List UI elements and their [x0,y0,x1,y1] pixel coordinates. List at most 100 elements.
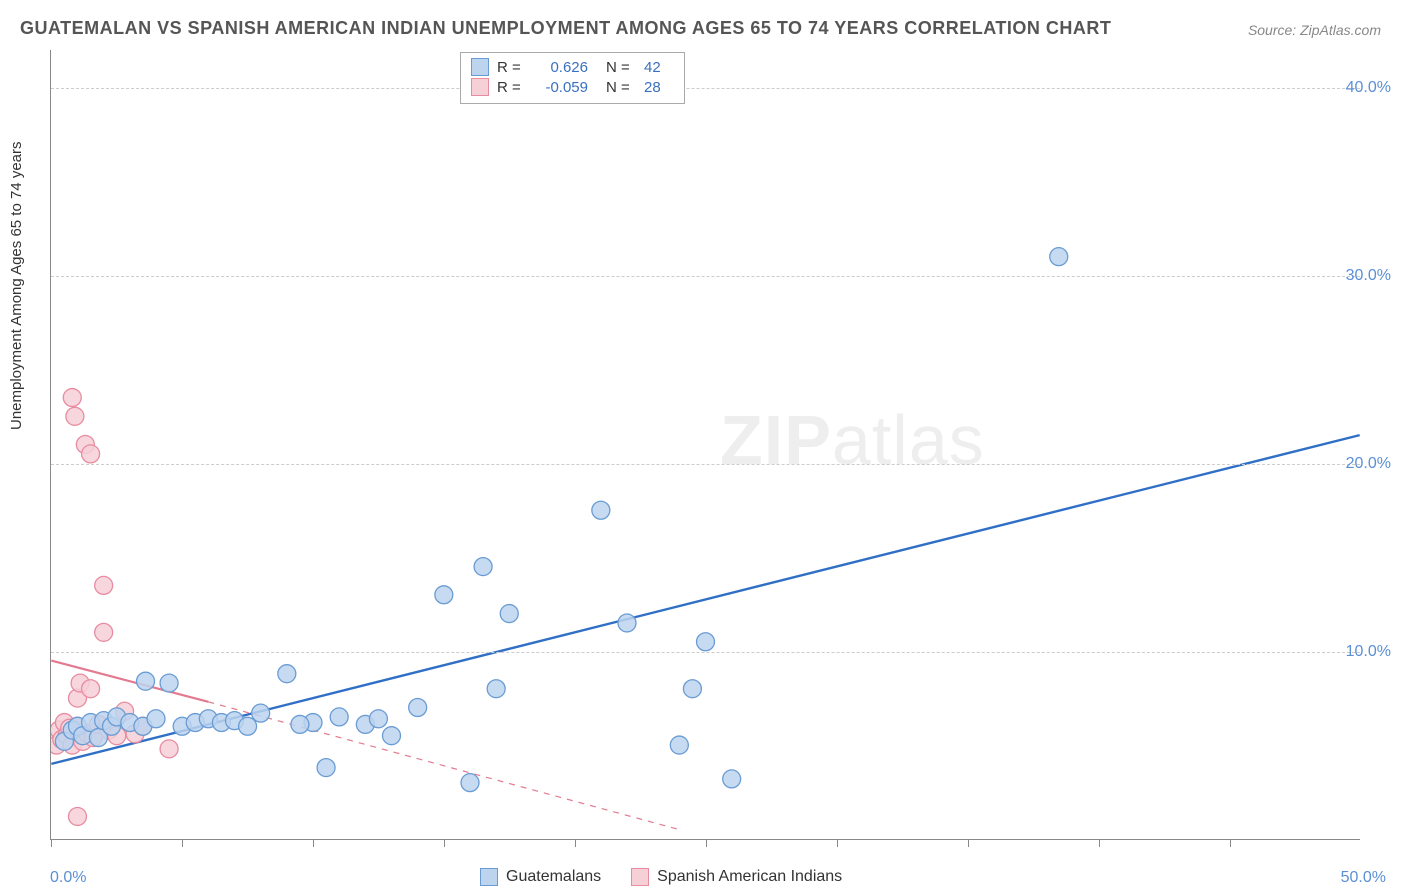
plot-area [50,50,1360,840]
gridline [51,88,1360,89]
data-point [82,680,100,698]
data-point [212,714,230,732]
data-point [108,727,126,745]
x-tick [706,839,707,847]
data-point [134,717,152,735]
data-point [63,389,81,407]
data-point [95,623,113,641]
legend-label: Guatemalans [506,868,601,886]
data-point [89,715,107,733]
y-tick-label: 30.0% [1346,267,1391,285]
regression-line [51,435,1359,764]
data-point [95,712,113,730]
data-point [670,736,688,754]
data-point [304,714,322,732]
series-swatch [480,868,498,886]
legend-label: Spanish American Indians [657,868,842,886]
data-point [84,729,102,747]
x-tick [51,839,52,847]
data-point [74,727,92,745]
data-point [330,708,348,726]
data-point [69,717,87,735]
data-point [239,717,257,735]
correlation-row: R =-0.059N =28 [471,77,674,97]
data-point [500,605,518,623]
data-point [160,674,178,692]
series-swatch [471,58,489,76]
x-tick [182,839,183,847]
gridline [51,276,1360,277]
data-point [103,717,121,735]
data-point [66,407,84,425]
data-point [108,708,126,726]
data-point [82,445,100,463]
legend-item: Spanish American Indians [631,868,842,886]
data-point [61,719,79,737]
data-point [55,732,73,750]
x-tick [1230,839,1231,847]
data-point [618,614,636,632]
r-value: -0.059 [533,79,588,96]
data-point [63,721,81,739]
data-point [683,680,701,698]
y-axis-label: Unemployment Among Ages 65 to 74 years [8,141,25,430]
data-point [69,717,87,735]
data-point [147,710,165,728]
n-value: 28 [644,79,674,96]
y-tick-label: 40.0% [1346,79,1391,97]
data-point [461,774,479,792]
correlation-box: R =0.626N =42R =-0.059N =28 [460,52,685,104]
data-point [409,699,427,717]
data-point [55,714,73,732]
x-tick [1099,839,1100,847]
data-point [134,717,152,735]
data-point [723,770,741,788]
data-point [51,721,68,739]
data-point [79,725,97,743]
regression-line [208,702,679,830]
y-tick-label: 10.0% [1346,643,1391,661]
data-point [697,633,715,651]
x-axis-origin-label: 0.0% [50,869,86,887]
gridline [51,464,1360,465]
data-point [51,736,66,754]
data-point [58,727,76,745]
r-value: 0.626 [533,59,588,76]
r-label: R = [497,79,525,96]
data-point [53,730,71,748]
data-point [226,712,244,730]
data-point [100,721,118,739]
data-point [71,674,89,692]
y-tick-label: 20.0% [1346,455,1391,473]
x-axis-end-label: 50.0% [1341,869,1386,887]
x-tick [968,839,969,847]
x-tick [837,839,838,847]
correlation-row: R = 0.626 N = 42 [471,57,674,77]
data-point [160,740,178,758]
r-label: R = [497,59,525,76]
legend: Guatemalans Spanish American Indians [480,868,842,886]
data-point [121,714,139,732]
data-point [199,710,217,728]
x-tick [444,839,445,847]
gridline [51,652,1360,653]
data-point [592,501,610,519]
data-point [89,729,107,747]
n-label: N = [606,59,636,76]
data-point [435,586,453,604]
n-value: 42 [644,59,674,76]
data-point [74,732,92,750]
chart-svg [51,50,1360,839]
data-point [1050,248,1068,266]
data-point [69,689,87,707]
data-point [173,717,191,735]
data-point [63,736,81,754]
data-point [95,576,113,594]
data-point [116,702,134,720]
data-point [82,714,100,732]
series-swatch [471,78,489,96]
data-point [474,558,492,576]
data-point [317,759,335,777]
data-point [137,672,155,690]
series-swatch [631,868,649,886]
